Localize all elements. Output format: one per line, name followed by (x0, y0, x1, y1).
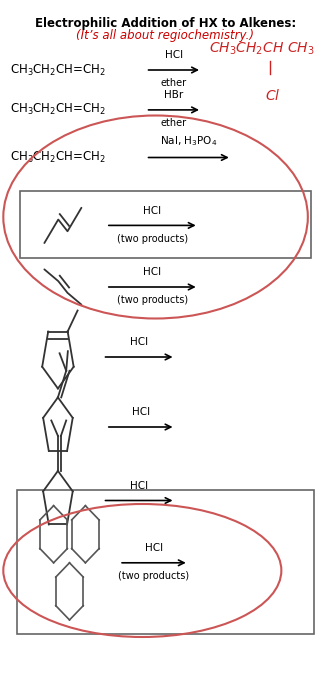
Text: HCl: HCl (132, 407, 150, 417)
Text: HCl: HCl (143, 206, 161, 216)
Text: NaI, H$_3$PO$_4$: NaI, H$_3$PO$_4$ (160, 134, 217, 148)
Text: CH$_3$CH$_2$CH=CH$_2$: CH$_3$CH$_2$CH=CH$_2$ (10, 150, 106, 165)
Text: HBr: HBr (164, 90, 183, 100)
Bar (17, 490, 314, 634)
Text: CH$_3$CH$_2$CH=CH$_2$: CH$_3$CH$_2$CH=CH$_2$ (10, 62, 106, 78)
Bar (20, 191, 311, 258)
Text: ether: ether (161, 78, 187, 88)
Text: HCl: HCl (143, 267, 161, 277)
Text: HCl: HCl (130, 337, 148, 347)
Text: CH$_3$CH$_2$CH=CH$_2$: CH$_3$CH$_2$CH=CH$_2$ (10, 102, 106, 118)
Text: $Cl$: $Cl$ (265, 88, 280, 102)
Text: ether: ether (161, 118, 187, 128)
Text: HCl: HCl (165, 50, 183, 60)
Text: (It’s all about regiochemistry.): (It’s all about regiochemistry.) (76, 29, 255, 43)
Text: Electrophilic Addition of HX to Alkenes:: Electrophilic Addition of HX to Alkenes: (35, 18, 296, 31)
Text: HCl: HCl (130, 481, 148, 491)
Text: $CH_3CH_2CH\ CH_3$: $CH_3CH_2CH\ CH_3$ (209, 41, 314, 57)
Text: (two products): (two products) (117, 295, 188, 305)
Text: (two products): (two products) (117, 234, 188, 244)
Text: HCl: HCl (145, 543, 163, 553)
Text: (two products): (two products) (118, 571, 189, 581)
